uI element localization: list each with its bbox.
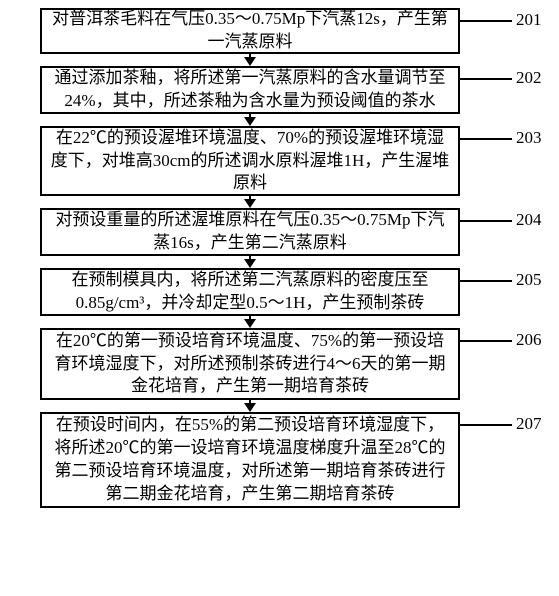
- step-box-207: 在预设时间内，在55%的第二预设培育环境湿度下，将所述20℃的第一设培育环境温度…: [40, 412, 460, 508]
- step-text: 在预设时间内，在55%的第二预设培育环境湿度下，将所述20℃的第一设培育环境温度…: [50, 414, 450, 506]
- step-box-203: 在22℃的预设渥堆环境温度、70%的预设渥堆环境湿度下，对堆高30cm的所述调水…: [40, 126, 460, 196]
- step-box-202: 通过添加茶釉，将所述第一汽蒸原料的含水量调节至24%，其中，所述茶釉为含水量为预…: [40, 66, 460, 114]
- flow-arrow: [240, 114, 260, 126]
- step-text: 在预制模具内，将所述第二汽蒸原料的密度压至0.85g/cm³，并冷却定型0.5～…: [50, 269, 450, 315]
- flow-arrow: [240, 196, 260, 208]
- step-box-206: 在20℃的第一预设培育环境温度、75%的第一预设培育环境湿度下，对所述预制茶砖进…: [40, 328, 460, 400]
- leader-line: [460, 138, 512, 140]
- step-box-201: 对普洱茶毛料在气压0.35～0.75Mp下汽蒸12s，产生第一汽蒸原料: [40, 8, 460, 54]
- flowchart-canvas: 对普洱茶毛料在气压0.35～0.75Mp下汽蒸12s，产生第一汽蒸原料 通过添加…: [0, 0, 559, 596]
- leader-line: [460, 220, 512, 222]
- step-label-202: 202: [516, 68, 542, 88]
- step-text: 在22℃的预设渥堆环境温度、70%的预设渥堆环境湿度下，对堆高30cm的所述调水…: [50, 127, 450, 196]
- flow-arrow: [240, 256, 260, 268]
- step-box-204: 对预设重量的所述渥堆原料在气压0.35～0.75Mp下汽蒸16s，产生第二汽蒸原…: [40, 208, 460, 256]
- step-text: 通过添加茶釉，将所述第一汽蒸原料的含水量调节至24%，其中，所述茶釉为含水量为预…: [50, 67, 450, 113]
- step-text: 在20℃的第一预设培育环境温度、75%的第一预设培育环境湿度下，对所述预制茶砖进…: [50, 330, 450, 399]
- leader-line: [460, 280, 512, 282]
- leader-line: [460, 340, 512, 342]
- leader-line: [460, 78, 512, 80]
- step-label-205: 205: [516, 270, 542, 290]
- flow-arrow: [240, 400, 260, 412]
- step-label-203: 203: [516, 128, 542, 148]
- step-label-207: 207: [516, 414, 542, 434]
- step-box-205: 在预制模具内，将所述第二汽蒸原料的密度压至0.85g/cm³，并冷却定型0.5～…: [40, 268, 460, 316]
- step-text: 对预设重量的所述渥堆原料在气压0.35～0.75Mp下汽蒸16s，产生第二汽蒸原…: [50, 209, 450, 255]
- flow-arrow: [240, 316, 260, 328]
- step-text: 对普洱茶毛料在气压0.35～0.75Mp下汽蒸12s，产生第一汽蒸原料: [50, 8, 450, 54]
- step-label-206: 206: [516, 330, 542, 350]
- leader-line: [460, 424, 512, 426]
- step-label-201: 201: [516, 10, 542, 30]
- flow-arrow: [240, 54, 260, 66]
- leader-line: [460, 20, 512, 22]
- step-label-204: 204: [516, 210, 542, 230]
